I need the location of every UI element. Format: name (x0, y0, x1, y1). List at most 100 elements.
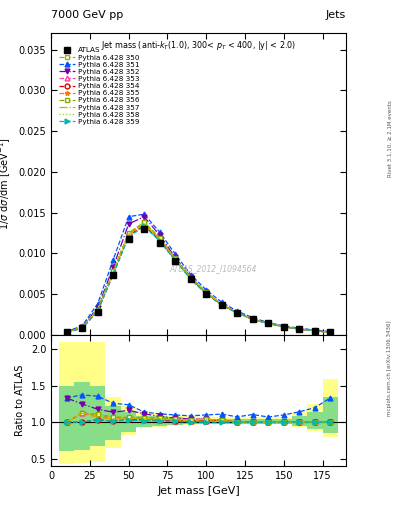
Pythia 6.428 353 (297, 326, 302, 332)
Pythia 6.428 356 (250, 316, 255, 323)
Pythia 6.428 358 (204, 289, 209, 295)
Pythia 6.428 357 (64, 329, 69, 335)
Pythia 6.428 356 (312, 328, 317, 334)
Pythia 6.428 351 (95, 301, 100, 307)
Pythia 6.428 350 (142, 219, 147, 225)
Pythia 6.428 359 (204, 291, 209, 297)
Pythia 6.428 353 (281, 324, 286, 330)
Pythia 6.428 358 (328, 329, 333, 335)
Pythia 6.428 356 (204, 289, 209, 295)
Pythia 6.428 352 (111, 264, 116, 270)
Pythia 6.428 353 (266, 321, 271, 327)
Pythia 6.428 351 (266, 319, 271, 326)
Pythia 6.428 355 (281, 324, 286, 330)
Pythia 6.428 351 (328, 329, 333, 335)
Pythia 6.428 355 (64, 329, 69, 335)
Y-axis label: 1/$\sigma$ d$\sigma$/dm [GeV$^{-1}$]: 1/$\sigma$ d$\sigma$/dm [GeV$^{-1}$] (0, 138, 13, 230)
Pythia 6.428 352 (328, 329, 333, 335)
Pythia 6.428 357 (142, 221, 147, 227)
Pythia 6.428 354 (250, 316, 255, 323)
Pythia 6.428 350 (80, 325, 84, 331)
Pythia 6.428 351 (157, 229, 162, 235)
Text: ATLAS_2012_I1094564: ATLAS_2012_I1094564 (169, 264, 257, 273)
Pythia 6.428 352 (157, 232, 162, 239)
Pythia 6.428 355 (142, 221, 147, 227)
Y-axis label: Ratio to ATLAS: Ratio to ATLAS (15, 365, 25, 436)
Pythia 6.428 351 (250, 315, 255, 321)
Pythia 6.428 359 (64, 329, 69, 335)
Pythia 6.428 358 (250, 316, 255, 323)
Pythia 6.428 355 (297, 326, 302, 332)
Pythia 6.428 354 (297, 326, 302, 332)
Pythia 6.428 356 (64, 329, 69, 335)
Pythia 6.428 353 (95, 307, 100, 313)
Pythia 6.428 352 (312, 328, 317, 334)
Pythia 6.428 356 (328, 329, 333, 335)
Pythia 6.428 359 (188, 276, 193, 283)
Pythia 6.428 359 (142, 223, 147, 229)
Line: Pythia 6.428 356: Pythia 6.428 356 (64, 220, 333, 335)
Pythia 6.428 356 (188, 275, 193, 281)
Pythia 6.428 351 (297, 325, 302, 331)
Pythia 6.428 351 (173, 251, 178, 257)
Pythia 6.428 357 (219, 302, 224, 308)
Pythia 6.428 359 (297, 326, 302, 332)
Pythia 6.428 351 (219, 299, 224, 305)
Line: Pythia 6.428 351: Pythia 6.428 351 (64, 212, 333, 334)
Pythia 6.428 354 (95, 308, 100, 314)
Pythia 6.428 355 (250, 316, 255, 323)
Pythia 6.428 356 (126, 230, 131, 236)
Pythia 6.428 358 (235, 310, 240, 316)
Pythia 6.428 355 (173, 256, 178, 262)
Pythia 6.428 359 (173, 258, 178, 264)
Pythia 6.428 358 (266, 321, 271, 327)
Pythia 6.428 359 (266, 321, 271, 327)
Pythia 6.428 351 (188, 271, 193, 278)
Pythia 6.428 357 (204, 289, 209, 295)
Pythia 6.428 354 (80, 325, 84, 331)
Pythia 6.428 350 (157, 235, 162, 241)
Pythia 6.428 359 (235, 310, 240, 316)
Pythia 6.428 352 (80, 324, 84, 330)
Pythia 6.428 353 (328, 329, 333, 335)
Pythia 6.428 358 (312, 328, 317, 334)
Pythia 6.428 350 (188, 275, 193, 281)
Pythia 6.428 351 (312, 327, 317, 333)
Pythia 6.428 358 (173, 256, 178, 262)
Pythia 6.428 350 (64, 329, 69, 335)
Pythia 6.428 357 (281, 324, 286, 330)
Text: 7000 GeV pp: 7000 GeV pp (51, 10, 123, 20)
Pythia 6.428 354 (266, 321, 271, 327)
Pythia 6.428 357 (126, 231, 131, 238)
Pythia 6.428 356 (297, 326, 302, 332)
Line: Pythia 6.428 350: Pythia 6.428 350 (64, 220, 333, 335)
Pythia 6.428 355 (328, 329, 333, 335)
Pythia 6.428 350 (219, 302, 224, 308)
Pythia 6.428 359 (111, 271, 116, 278)
Pythia 6.428 355 (111, 269, 116, 275)
Pythia 6.428 357 (157, 236, 162, 242)
Pythia 6.428 355 (235, 310, 240, 316)
Pythia 6.428 355 (312, 328, 317, 334)
Pythia 6.428 359 (250, 316, 255, 323)
Pythia 6.428 359 (312, 328, 317, 334)
Pythia 6.428 357 (173, 256, 178, 262)
Pythia 6.428 356 (219, 302, 224, 308)
Pythia 6.428 357 (266, 321, 271, 327)
Pythia 6.428 356 (157, 235, 162, 241)
Pythia 6.428 358 (126, 231, 131, 237)
Pythia 6.428 358 (281, 324, 286, 330)
Pythia 6.428 352 (297, 326, 302, 332)
Pythia 6.428 358 (111, 269, 116, 275)
Pythia 6.428 351 (281, 323, 286, 329)
Pythia 6.428 357 (80, 325, 84, 331)
Pythia 6.428 357 (312, 328, 317, 334)
Pythia 6.428 352 (64, 329, 69, 335)
Pythia 6.428 355 (95, 307, 100, 313)
Pythia 6.428 350 (95, 307, 100, 313)
Pythia 6.428 352 (266, 321, 271, 327)
Pythia 6.428 355 (188, 275, 193, 281)
Pythia 6.428 353 (64, 329, 69, 335)
Pythia 6.428 356 (142, 219, 147, 225)
Pythia 6.428 350 (204, 289, 209, 295)
